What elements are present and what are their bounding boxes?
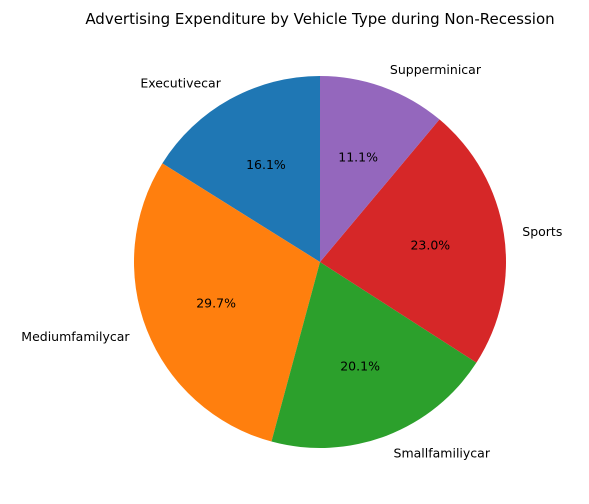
- pie-category-label-mediumfamilycar: Mediumfamilycar: [21, 329, 130, 344]
- pie-slice-smallfamiliycar: [271, 262, 477, 448]
- pie-pct-label-smallfamiliycar: 20.1%: [340, 359, 380, 374]
- pie-pct-label-mediumfamilycar: 29.7%: [196, 295, 236, 310]
- pie-slice-sports: [320, 119, 506, 363]
- pie-slices: [134, 76, 506, 448]
- pie-slice-mediumfamilycar: [134, 163, 320, 442]
- pie-pct-label-sports: 23.0%: [410, 238, 450, 253]
- pie-category-label-executivecar: Executivecar: [140, 76, 221, 91]
- pie-labels: 16.1% Executivecar 29.7% Mediumfamilycar 20.…: [21, 62, 562, 460]
- pie-pct-label-executivecar: 16.1%: [246, 157, 286, 172]
- chart-title: Advertising Expenditure by Vehicle Type …: [85, 10, 554, 28]
- pie-category-label-sports: Sports: [522, 224, 562, 239]
- pie-category-label-supperminicar: Supperminicar: [390, 62, 482, 77]
- pie-pct-label-supperminicar: 11.1%: [338, 150, 378, 165]
- pie-slice-executivecar: [162, 76, 320, 262]
- pie-slice-supperminicar: [320, 76, 440, 262]
- pie-category-label-smallfamiliycar: Smallfamiliycar: [394, 445, 491, 460]
